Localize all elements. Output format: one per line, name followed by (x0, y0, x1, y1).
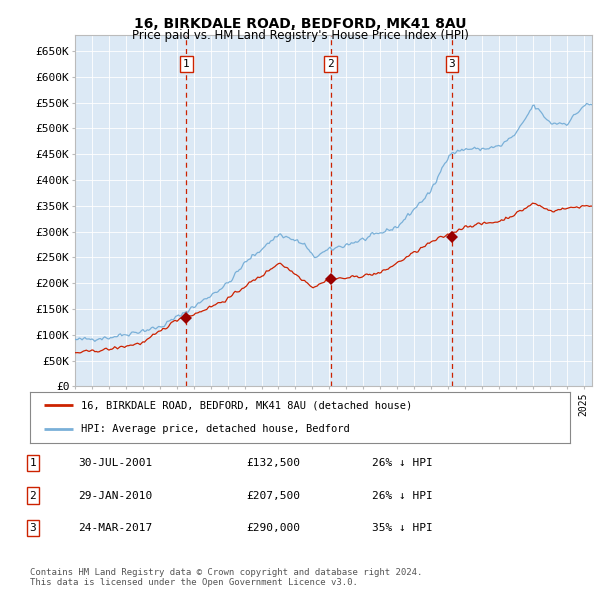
Text: 16, BIRKDALE ROAD, BEDFORD, MK41 8AU: 16, BIRKDALE ROAD, BEDFORD, MK41 8AU (134, 17, 466, 31)
Text: 24-MAR-2017: 24-MAR-2017 (78, 523, 152, 533)
Text: 29-JAN-2010: 29-JAN-2010 (78, 491, 152, 500)
Text: Price paid vs. HM Land Registry's House Price Index (HPI): Price paid vs. HM Land Registry's House … (131, 30, 469, 42)
Text: HPI: Average price, detached house, Bedford: HPI: Average price, detached house, Bedf… (82, 424, 350, 434)
Text: 2: 2 (327, 59, 334, 69)
Text: £132,500: £132,500 (246, 458, 300, 468)
Text: 16, BIRKDALE ROAD, BEDFORD, MK41 8AU (detached house): 16, BIRKDALE ROAD, BEDFORD, MK41 8AU (de… (82, 401, 413, 411)
Text: 1: 1 (183, 59, 190, 69)
Text: Contains HM Land Registry data © Crown copyright and database right 2024.
This d: Contains HM Land Registry data © Crown c… (30, 568, 422, 587)
Text: 26% ↓ HPI: 26% ↓ HPI (372, 458, 433, 468)
Text: 3: 3 (448, 59, 455, 69)
Text: £290,000: £290,000 (246, 523, 300, 533)
Text: 1: 1 (29, 458, 37, 468)
Text: 26% ↓ HPI: 26% ↓ HPI (372, 491, 433, 500)
Text: 2: 2 (29, 491, 37, 500)
Text: 3: 3 (29, 523, 37, 533)
Text: 35% ↓ HPI: 35% ↓ HPI (372, 523, 433, 533)
Text: £207,500: £207,500 (246, 491, 300, 500)
Text: 30-JUL-2001: 30-JUL-2001 (78, 458, 152, 468)
